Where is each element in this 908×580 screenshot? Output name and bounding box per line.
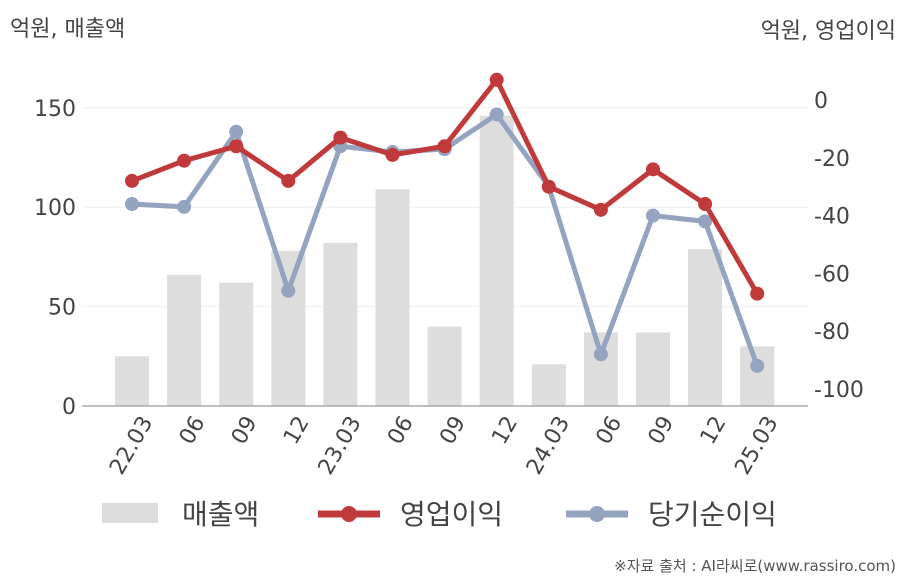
source-note: ※자료 출처 : AI라씨로(www.rassiro.com) bbox=[614, 557, 896, 575]
x-tick-label: 12 bbox=[696, 412, 732, 449]
x-tick-label: 09 bbox=[435, 412, 471, 449]
bar-09 bbox=[636, 332, 670, 406]
bar-25.03 bbox=[740, 346, 775, 406]
bar-12 bbox=[271, 250, 306, 406]
x-tick-label: 23.03 bbox=[314, 412, 367, 479]
point-당기순이익-12 bbox=[489, 107, 504, 122]
right-tick-label: -80 bbox=[814, 320, 850, 345]
legend-swatch-revenue bbox=[102, 503, 158, 523]
legend-marker-operating-profit bbox=[341, 506, 357, 522]
left-tick-label: 150 bbox=[34, 97, 76, 122]
left-tick-label: 100 bbox=[34, 196, 76, 221]
gridlines bbox=[82, 107, 808, 308]
point-당기순이익-09 bbox=[646, 208, 660, 223]
bar-22.03 bbox=[115, 356, 149, 406]
bar-09 bbox=[427, 326, 462, 406]
x-tick-label: 06 bbox=[383, 412, 419, 449]
point-당기순이익-06 bbox=[593, 347, 608, 362]
bar-09 bbox=[219, 282, 254, 406]
bar-23.03 bbox=[323, 242, 358, 406]
bar-12 bbox=[688, 248, 723, 406]
point-영업이익-22.03 bbox=[125, 173, 139, 188]
x-tick-label: 06 bbox=[175, 412, 211, 449]
x-tick-label: 12 bbox=[487, 412, 523, 449]
bars bbox=[115, 115, 775, 406]
point-영업이익-23.03 bbox=[333, 130, 348, 145]
left-tick-labels: 0 50 100 150 bbox=[34, 97, 76, 420]
point-영업이익-09 bbox=[646, 162, 660, 177]
point-영업이익-06 bbox=[177, 153, 192, 168]
bar-24.03 bbox=[531, 364, 566, 406]
x-tick-label: 09 bbox=[227, 412, 263, 449]
legend-label-revenue: 매출액 bbox=[182, 498, 259, 531]
right-tick-labels: 0 -20 -40 -60 -80 -100 bbox=[814, 89, 864, 403]
x-tick-label: 24.03 bbox=[522, 412, 575, 479]
point-영업이익-12 bbox=[489, 72, 504, 87]
point-영업이익-09 bbox=[229, 139, 244, 154]
right-axis-title: 억원, 영업이익 bbox=[761, 19, 896, 44]
point-영업이익-24.03 bbox=[541, 179, 556, 194]
legend-label-net-income: 당기순이익 bbox=[648, 498, 777, 531]
right-tick-label: -20 bbox=[814, 147, 850, 172]
point-당기순이익-25.03 bbox=[750, 358, 765, 373]
legend-item-net-income: 당기순이익 bbox=[566, 498, 777, 531]
point-당기순이익-09 bbox=[229, 124, 244, 139]
bar-06 bbox=[167, 274, 202, 406]
point-영업이익-12 bbox=[698, 197, 713, 212]
right-tick-label: -100 bbox=[814, 378, 864, 403]
point-영업이익-12 bbox=[281, 173, 296, 188]
legend-item-revenue: 매출액 bbox=[102, 498, 259, 531]
x-tick-label: 25.03 bbox=[730, 412, 783, 479]
point-당기순이익-12 bbox=[281, 283, 296, 298]
left-tick-label: 0 bbox=[62, 395, 76, 420]
x-tick-label: 12 bbox=[279, 412, 315, 449]
x-tick-label: 22.03 bbox=[105, 412, 158, 479]
point-영업이익-06 bbox=[385, 147, 400, 162]
point-당기순이익-06 bbox=[177, 199, 192, 214]
legend: 매출액 영업이익 당기순이익 bbox=[102, 498, 777, 531]
legend-marker-net-income bbox=[589, 506, 605, 522]
right-tick-label: -60 bbox=[814, 262, 850, 287]
bar-06 bbox=[583, 332, 618, 406]
right-tick-label: 0 bbox=[814, 89, 828, 114]
legend-label-operating-profit: 영업이익 bbox=[400, 498, 503, 531]
bar-12 bbox=[479, 115, 514, 406]
point-영업이익-06 bbox=[593, 202, 608, 217]
x-tick-label: 06 bbox=[592, 412, 628, 449]
left-tick-label: 50 bbox=[48, 296, 76, 321]
x-tick-label: 09 bbox=[644, 412, 680, 449]
point-당기순이익-12 bbox=[698, 214, 713, 229]
left-axis-title: 억원, 매출액 bbox=[10, 17, 125, 42]
right-tick-label: -40 bbox=[814, 205, 850, 230]
point-영업이익-25.03 bbox=[750, 286, 765, 301]
legend-item-operating-profit: 영업이익 bbox=[318, 498, 503, 531]
point-당기순이익-22.03 bbox=[125, 197, 139, 212]
point-영업이익-09 bbox=[437, 139, 452, 154]
lines bbox=[125, 72, 765, 373]
bar-06 bbox=[375, 189, 410, 406]
series-line-영업이익 bbox=[131, 77, 760, 295]
